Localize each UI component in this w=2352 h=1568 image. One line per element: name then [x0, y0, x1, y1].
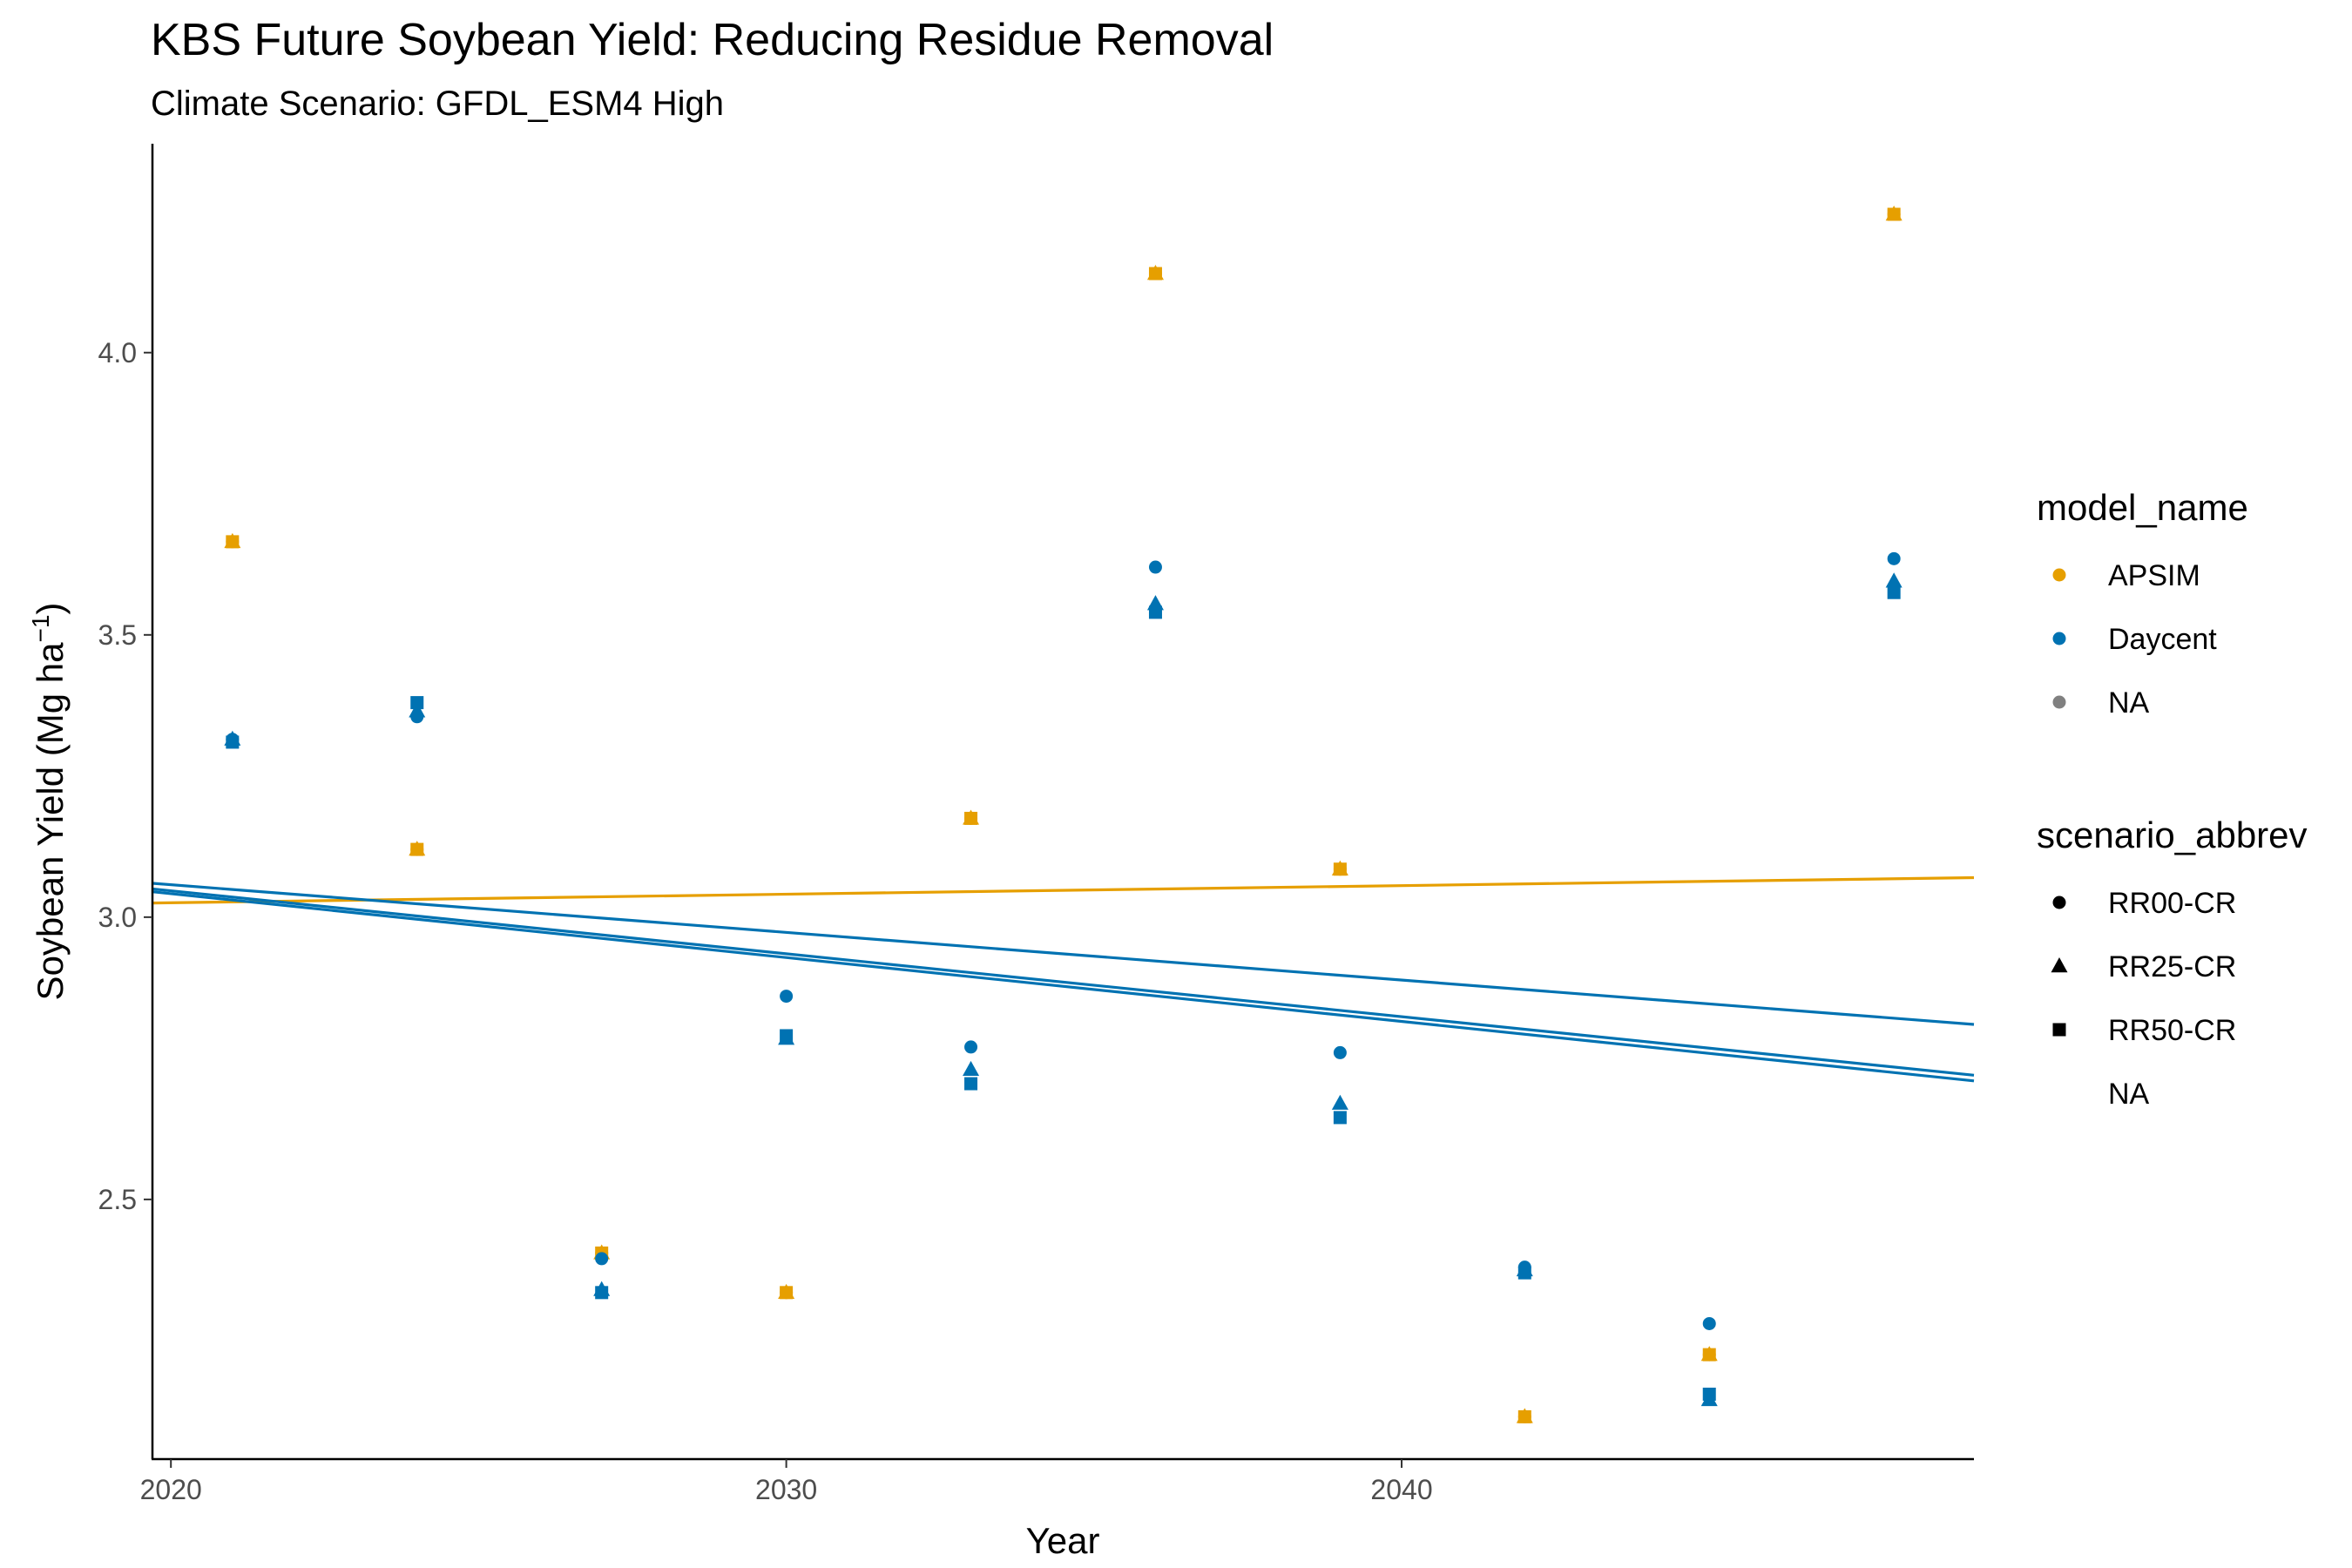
trend-line-daycent-1 — [152, 882, 1975, 1026]
legend-model-items: APSIM Daycent NA — [2052, 559, 2217, 720]
data-point-daycent-rr25-cr — [409, 702, 426, 718]
legend-label-rr50-cr: RR50-CR — [2108, 1014, 2236, 1047]
data-point-daycent-rr50-cr — [1887, 585, 1901, 599]
x-tick-label: 2030 — [755, 1474, 817, 1505]
chart-subtitle: Climate Scenario: GFDL_ESM4 High — [151, 84, 724, 123]
legend-key-rr25-cr — [2051, 957, 2068, 973]
y-axis-title: Soybean Yield (Mg ha−1) — [27, 603, 71, 1001]
data-point-daycent-rr00-cr — [1887, 551, 1901, 565]
legend-key-na — [2052, 695, 2066, 709]
data-point-daycent-rr50-cr — [410, 696, 424, 710]
legend-label-na: NA — [2108, 1078, 2150, 1111]
y-axis-title-main: Soybean Yield (Mg ha — [30, 642, 71, 1001]
y-axis-ticks: 2.5 3.0 3.5 4.0 — [98, 337, 152, 1215]
x-axis-ticks: 2020 2030 2040 — [140, 1459, 1433, 1505]
data-point-daycent-rr00-cr — [595, 1252, 609, 1266]
data-point-daycent-rr50-cr — [595, 1286, 609, 1300]
y-tick-label: 2.5 — [98, 1184, 137, 1215]
trend-line-daycent-3 — [152, 890, 1975, 1083]
data-point-daycent-rr00-cr — [964, 1040, 978, 1054]
data-point-apsim-rr50-cr — [1148, 267, 1162, 280]
y-axis-title-close: ) — [30, 603, 71, 615]
legend-key-rr50-cr — [2052, 1023, 2066, 1037]
data-point-daycent-rr00-cr — [780, 990, 794, 1004]
data-point-apsim-rr50-cr — [1702, 1348, 1716, 1362]
legend-scenario-items: RR00-CR RR25-CR RR50-CR NA — [2051, 887, 2236, 1111]
y-tick-label: 3.0 — [98, 902, 137, 933]
legend-label-apsim: APSIM — [2108, 559, 2200, 592]
data-point-daycent-rr25-cr — [1331, 1094, 1348, 1110]
data-point-daycent-rr00-cr — [1333, 1045, 1347, 1059]
legend-key-apsim — [2052, 568, 2066, 582]
y-tick-label: 3.5 — [98, 619, 137, 651]
legend-scenario-title: scenario_abbrev — [2037, 814, 2308, 855]
y-axis-title-superscript: −1 — [27, 615, 54, 643]
plot-area: 2020 2030 2040 2.5 3.0 3.5 4.0 — [98, 144, 1975, 1505]
data-point-daycent-rr50-cr — [1702, 1387, 1716, 1401]
x-axis-title: Year — [1026, 1520, 1100, 1561]
data-point-daycent-rr50-cr — [1148, 605, 1162, 619]
x-tick-label: 2040 — [1370, 1474, 1432, 1505]
legend-label-daycent: Daycent — [2108, 623, 2217, 656]
data-point-apsim-rr50-cr — [1333, 862, 1347, 876]
data-points — [224, 206, 1903, 1423]
data-point-apsim-rr50-cr — [1887, 207, 1901, 221]
legend-key-rr00-cr — [2052, 896, 2066, 909]
legend-label-na: NA — [2108, 686, 2150, 720]
data-point-apsim-rr50-cr — [964, 811, 978, 825]
data-point-daycent-rr00-cr — [1148, 560, 1162, 574]
data-point-daycent-rr50-cr — [1333, 1111, 1347, 1125]
data-point-daycent-rr25-cr — [1885, 572, 1903, 588]
data-point-daycent-rr50-cr — [226, 735, 240, 749]
data-point-daycent-rr25-cr — [963, 1060, 980, 1077]
legend-label-rr25-cr: RR25-CR — [2108, 950, 2236, 983]
legend: model_name APSIM Daycent NA scenario_abbre… — [2037, 487, 2308, 1111]
data-point-daycent-rr50-cr — [964, 1077, 978, 1091]
trend-lines — [152, 875, 1975, 1083]
data-point-daycent-rr50-cr — [780, 1029, 794, 1043]
x-tick-label: 2020 — [140, 1474, 202, 1505]
y-tick-label: 4.0 — [98, 337, 137, 368]
legend-model-title: model_name — [2037, 487, 2248, 528]
data-point-apsim-rr50-cr — [410, 842, 424, 856]
legend-label-rr00-cr: RR00-CR — [2108, 887, 2236, 920]
trend-line-daycent-2 — [152, 887, 1975, 1077]
data-point-apsim-rr50-cr — [1517, 1409, 1531, 1423]
legend-key-daycent — [2052, 632, 2066, 645]
chart-title: KBS Future Soybean Yield: Reducing Resid… — [151, 15, 1274, 65]
data-point-apsim-rr50-cr — [226, 535, 240, 549]
data-point-daycent-rr00-cr — [1702, 1316, 1716, 1330]
data-point-apsim-rr50-cr — [780, 1286, 794, 1300]
trend-line-apsim-0 — [152, 875, 1975, 905]
data-point-daycent-rr50-cr — [1517, 1266, 1531, 1280]
